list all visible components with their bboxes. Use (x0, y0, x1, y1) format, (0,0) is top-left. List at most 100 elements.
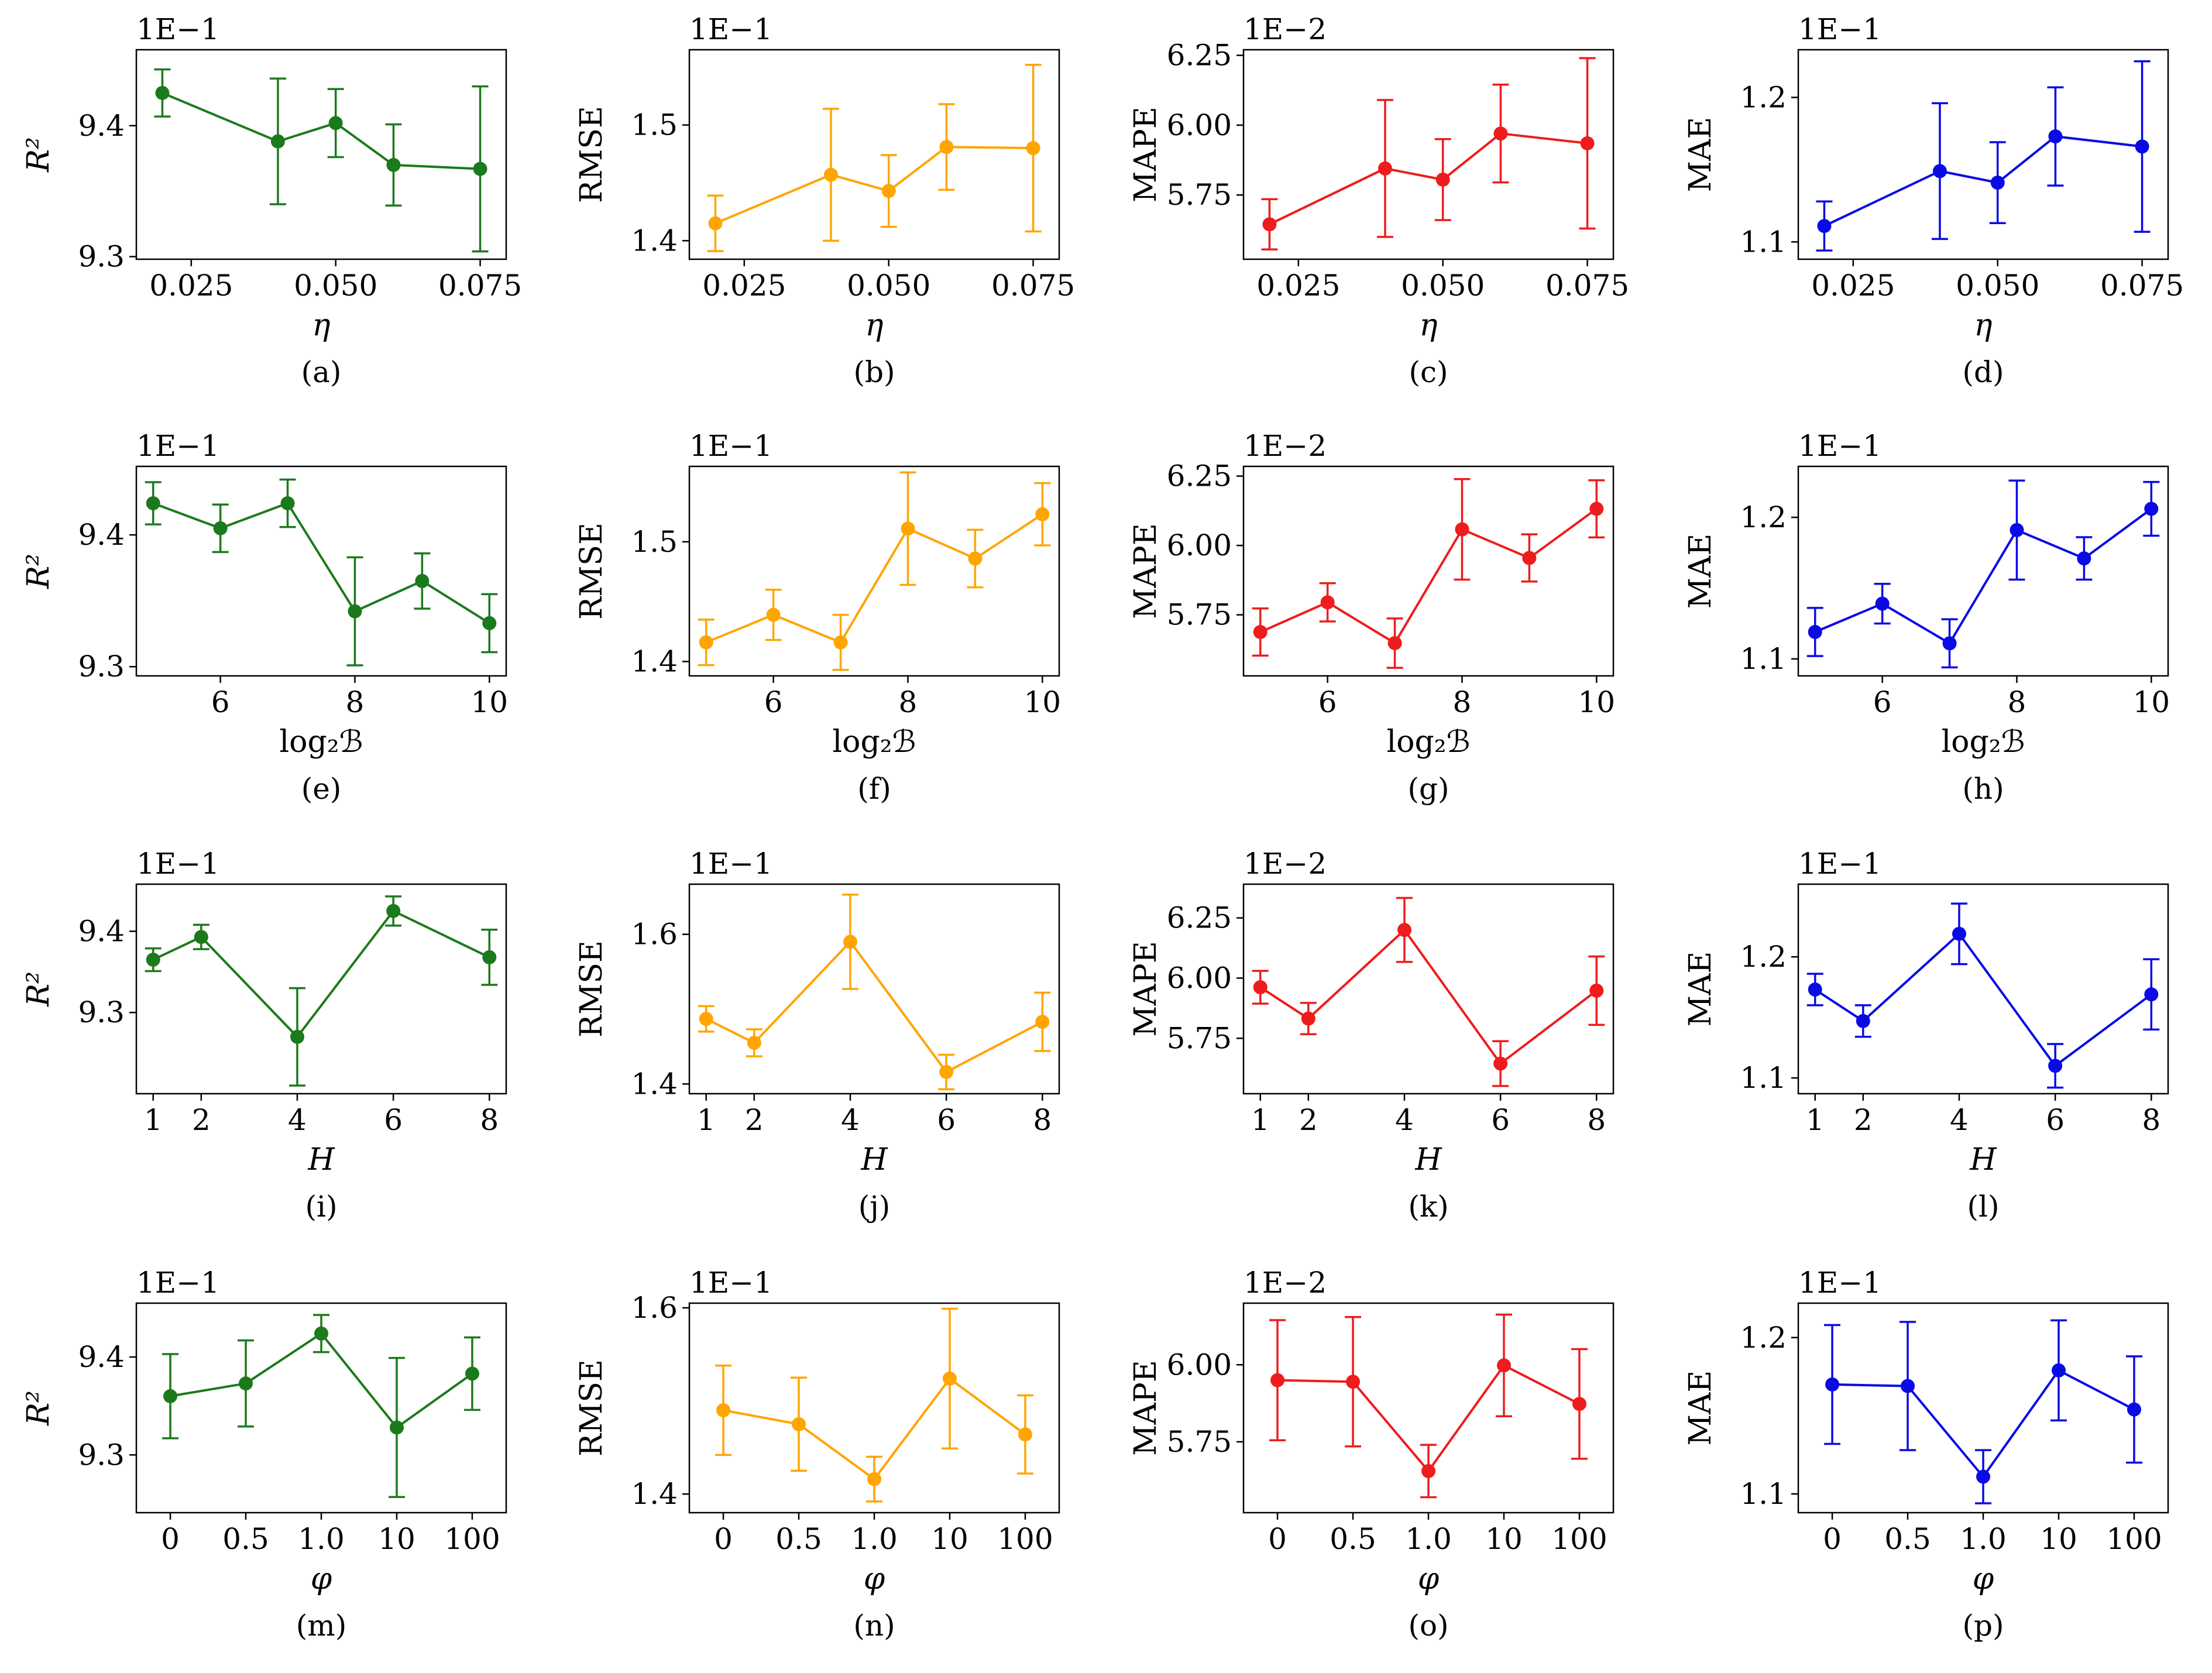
x-tick-label: 1.0 (851, 1522, 898, 1556)
x-axis-label: log₂ℬ (280, 724, 363, 760)
data-point (2144, 501, 2159, 516)
y-tick-label: 1.2 (1740, 80, 1787, 114)
x-axis-label: φ (311, 1561, 332, 1596)
x-tick-label: 10 (470, 685, 508, 719)
axis-multiplier: 1E−1 (1798, 847, 1881, 881)
x-axis-label: H (1969, 1142, 1997, 1177)
x-tick-label: 0 (714, 1522, 733, 1556)
x-tick-label: 0.050 (1401, 269, 1485, 303)
x-tick-label: 0.025 (1256, 269, 1340, 303)
data-point (314, 1326, 328, 1341)
x-axis-label: η (1974, 308, 1992, 343)
panel-label: (g) (1407, 772, 1449, 806)
x-tick-label: 10 (1578, 685, 1615, 719)
y-tick-label: 1.6 (631, 1291, 678, 1325)
data-point (328, 116, 343, 130)
data-point (1320, 595, 1335, 610)
y-tick-label: 1.4 (631, 1477, 678, 1511)
y-tick-label: 9.3 (78, 995, 125, 1029)
y-tick-label: 9.4 (78, 1340, 125, 1374)
data-point (1580, 136, 1595, 150)
plot-frame (1797, 49, 2169, 260)
data-point (1808, 982, 1822, 997)
y-tick-label: 6.25 (1167, 901, 1232, 935)
y-tick-label: 1.4 (631, 644, 678, 678)
plot-frame (1242, 883, 1615, 1095)
series-line (153, 501, 490, 624)
data-point (833, 635, 848, 650)
chart-panel-f: 1.4 1.5 6 8 10 1E−1 RMSE log₂ℬ (f) (574, 429, 1061, 806)
x-tick-label: 4 (1950, 1103, 1969, 1137)
data-point (2127, 1402, 2141, 1417)
data-point (699, 1012, 713, 1026)
data-point (1976, 1469, 1990, 1484)
x-tick-label: 1 (697, 1103, 716, 1137)
y-tick-label: 9.3 (78, 240, 125, 274)
data-point (939, 1064, 954, 1079)
x-tick-label: 0.050 (294, 269, 377, 303)
x-tick-label: 1.0 (298, 1522, 345, 1556)
data-point (1942, 636, 1957, 651)
panel-label: (a) (301, 355, 342, 389)
x-tick-label: 8 (2142, 1103, 2161, 1137)
x-tick-label: 8 (480, 1103, 499, 1137)
y-tick-label: 1.5 (631, 108, 678, 142)
plot-frame (135, 49, 507, 260)
y-tick-label: 1.4 (631, 224, 678, 257)
series-line (705, 513, 1043, 644)
x-tick-label: 0.050 (847, 269, 930, 303)
x-tick-label: 0.5 (775, 1522, 822, 1556)
y-tick-label: 1.2 (1740, 500, 1787, 534)
data-point (699, 635, 713, 650)
x-tick-label: 100 (2106, 1522, 2162, 1556)
x-tick-label: 10 (2040, 1522, 2077, 1556)
chart-panel-c: 5.75 6.00 6.25 0.025 0.050 0.075 1E−2 MAPE η (c) (1128, 12, 1629, 389)
panel-label: (m) (296, 1609, 346, 1643)
axis-multiplier: 1E−1 (136, 12, 219, 46)
chart-panel-m: 9.3 9.4 0 0.5 1.0 10 100 1E−1 R² φ (m) (21, 1266, 507, 1643)
y-tick-label: 1.2 (1740, 1321, 1787, 1355)
panel-label: (n) (853, 1609, 895, 1643)
series-line (1814, 507, 2152, 645)
x-tick-label: 1 (1806, 1103, 1825, 1137)
x-tick-label: 0 (161, 1522, 180, 1556)
data-point (1270, 1373, 1285, 1387)
y-axis-label: MAE (1683, 534, 1718, 609)
axis-multiplier: 1E−1 (1798, 429, 1881, 463)
x-axis-label: η (1419, 308, 1437, 343)
data-point (1035, 1015, 1050, 1029)
x-axis-label: φ (864, 1561, 885, 1596)
y-tick-label: 6.00 (1167, 961, 1232, 995)
data-point (1589, 983, 1604, 998)
x-tick-label: 8 (1587, 1103, 1606, 1137)
series-line (1814, 932, 2152, 1068)
series-line (1259, 928, 1598, 1066)
y-axis-label: MAE (1683, 951, 1718, 1027)
data-point (1990, 176, 2005, 190)
panel-label: (j) (858, 1190, 891, 1224)
x-tick-label: 6 (1318, 685, 1337, 719)
x-tick-label: 8 (1453, 685, 1472, 719)
y-tick-label: 1.1 (1740, 225, 1787, 259)
data-point (1875, 596, 1890, 611)
y-tick-label: 1.1 (1740, 1061, 1787, 1095)
x-tick-label: 100 (444, 1522, 500, 1556)
y-axis-label: RMSE (574, 106, 609, 203)
panel-label: (f) (857, 772, 891, 806)
axis-multiplier: 1E−2 (1244, 847, 1327, 881)
y-axis-label: MAPE (1128, 941, 1163, 1037)
x-tick-label: 10 (1023, 685, 1061, 719)
y-tick-label: 9.4 (78, 518, 125, 552)
x-tick-label: 0.075 (438, 269, 522, 303)
chart-panel-p: 1.1 1.2 0 0.5 1.0 10 100 1E−1 MAE φ (p) (1683, 1266, 2169, 1643)
x-axis-label: η (865, 308, 883, 343)
data-point (280, 496, 295, 511)
x-axis-label: φ (1418, 1561, 1440, 1596)
x-tick-label: 6 (937, 1103, 956, 1137)
data-point (1825, 1377, 1840, 1392)
data-point (465, 1366, 479, 1381)
y-tick-label: 5.75 (1167, 1425, 1232, 1459)
y-tick-label: 1.6 (631, 918, 678, 951)
x-tick-label: 8 (899, 685, 918, 719)
x-tick-label: 6 (1873, 685, 1892, 719)
